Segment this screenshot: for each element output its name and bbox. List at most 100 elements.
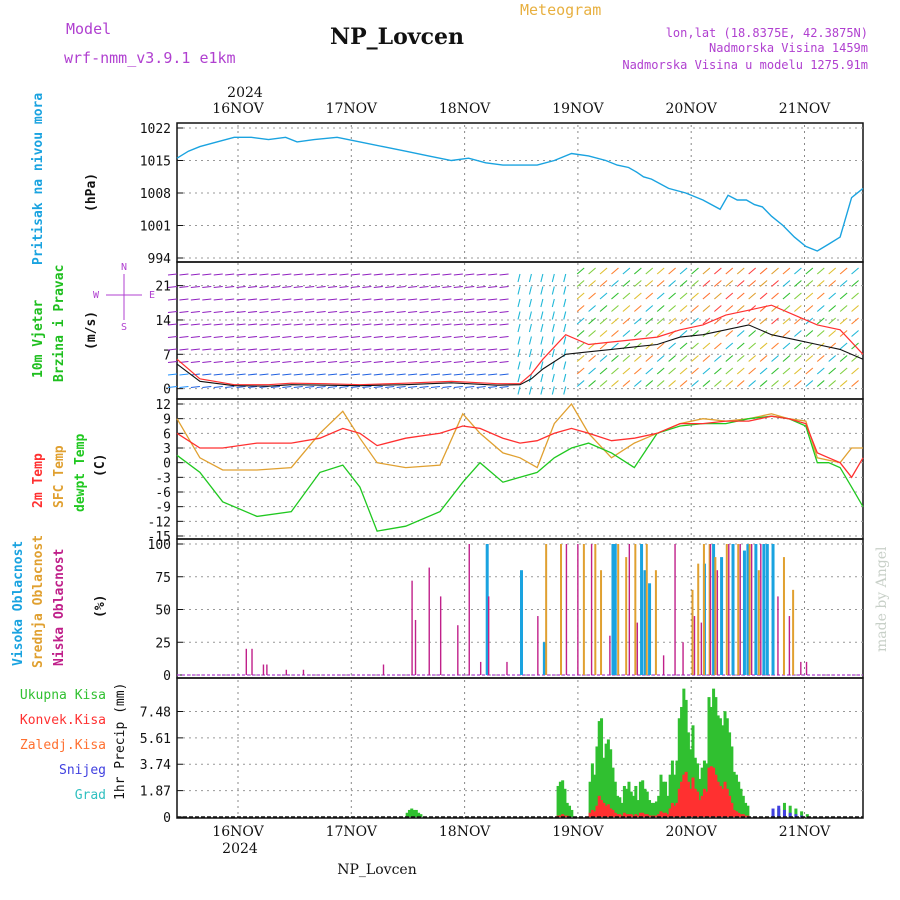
wind-barb — [517, 273, 521, 283]
cloud-bar-high — [611, 544, 615, 675]
wind-barb — [725, 367, 734, 375]
precip-bar-konvek — [604, 805, 608, 817]
wind-barb — [576, 280, 585, 287]
cloud-tick-label: 25 — [155, 636, 171, 651]
wind-barb — [442, 310, 452, 314]
wind-barb — [528, 348, 532, 358]
wind-barb — [563, 273, 567, 283]
wind-barb — [328, 335, 338, 339]
temp-tick-label: 0 — [163, 457, 171, 472]
wind-barb — [679, 317, 688, 325]
cloud-bar-low — [428, 567, 430, 675]
wind-barb — [430, 373, 441, 376]
precip-bar-ukupna — [410, 808, 414, 817]
wind-barb — [190, 360, 200, 364]
precip-bar-ukupna — [680, 706, 684, 817]
wind-barb — [225, 273, 235, 276]
wind-barb — [725, 292, 734, 300]
wind-barb — [385, 273, 395, 276]
wind-barb — [408, 323, 418, 326]
cloud-bar-high — [613, 544, 617, 675]
wind-unit: (m/s) — [84, 311, 99, 350]
wind-barb — [794, 305, 802, 312]
cloud-bar-low — [760, 544, 762, 675]
cloud-bar-low — [487, 596, 490, 675]
wind-barb — [645, 380, 654, 387]
wind-compass: N E W S — [93, 262, 155, 333]
cloud-bar-mid — [645, 544, 648, 675]
wind-barb — [465, 273, 475, 276]
wind-barb — [851, 280, 859, 287]
wind-barb — [759, 292, 768, 300]
wind-barb — [782, 267, 791, 275]
precip-bar-snijeg — [782, 809, 786, 817]
wind-barb — [259, 348, 269, 351]
cloud-unit: (%) — [93, 595, 108, 618]
wind-barb — [339, 335, 349, 339]
wind-barb — [293, 335, 303, 339]
cloud-bar-low — [251, 648, 253, 675]
wind-barb — [202, 310, 212, 314]
x-tick-label-bottom: 16NOV — [212, 824, 264, 840]
cloud-bar-high — [754, 544, 758, 675]
precip-bar-ukupna — [611, 767, 615, 817]
precip-bar-ukupna — [405, 812, 409, 817]
wind-barb — [622, 305, 631, 312]
wind-barb — [645, 355, 654, 362]
precip-bar-ukupna — [666, 795, 670, 817]
wind-barb — [419, 310, 429, 314]
precip-bar-ukupna — [702, 760, 706, 817]
wind-barb — [599, 330, 608, 337]
precip-bar-konvek — [609, 808, 613, 817]
wind-barb — [633, 280, 642, 287]
wind-barb — [488, 310, 498, 314]
wind-ylabel-1: 10m Vjetar — [31, 300, 46, 378]
precip-bar-ukupna — [625, 788, 629, 817]
precip-bar-ukupna — [412, 809, 416, 817]
wind-barb — [633, 367, 642, 375]
precip-bar-ukupna — [609, 749, 613, 817]
wind-barb — [373, 298, 383, 301]
wind-barb — [759, 330, 768, 337]
wind-barb — [293, 360, 303, 364]
precip-bar-ukupna — [622, 785, 626, 817]
precip-bar-konvek — [611, 809, 615, 817]
wind-barb — [748, 292, 757, 300]
precip-bar-ukupna — [693, 757, 697, 817]
wind-barb — [247, 310, 258, 314]
wind-barb — [476, 385, 486, 389]
wind-barb — [328, 373, 338, 376]
wind-barb — [499, 348, 509, 351]
cloud-bar-low — [628, 544, 631, 675]
wind-barb — [453, 285, 463, 289]
wind-barb — [385, 335, 395, 339]
temp-2m-line — [176, 415, 864, 479]
precip-bar-ukupna — [682, 688, 686, 817]
wind-barb — [419, 285, 429, 289]
wind-barb — [373, 310, 383, 314]
wind-barb — [679, 380, 688, 387]
cloud-bar-low — [728, 544, 730, 675]
wind-barb — [805, 342, 814, 350]
wind-barb — [816, 305, 825, 312]
wind-barb — [465, 360, 475, 364]
wind-barb — [599, 305, 608, 312]
precip-bar-konvek — [680, 781, 684, 817]
wind-barb — [179, 385, 189, 389]
wind-barb — [599, 342, 608, 350]
wind-barb — [656, 367, 665, 375]
wind-barb — [282, 285, 292, 289]
wind-speed-line — [176, 324, 864, 387]
wind-barb — [691, 280, 699, 287]
wind-barb — [702, 367, 711, 375]
precip-bar-konvek — [641, 812, 645, 817]
wind-barb — [465, 385, 475, 389]
cloud-bar-low — [590, 544, 593, 675]
precip-tick-label: 1.87 — [140, 785, 171, 800]
wind-barb — [517, 386, 521, 395]
plot-layer: 16NOV 16NOV 17NOV 17NOV 18NOV 18NOV 19NOV 19NOV… — [140, 101, 864, 840]
wind-barb — [656, 317, 665, 325]
cloud-bar-mid — [757, 570, 760, 675]
wind-barb — [190, 348, 200, 351]
precip-bar-snijeg — [794, 814, 798, 817]
